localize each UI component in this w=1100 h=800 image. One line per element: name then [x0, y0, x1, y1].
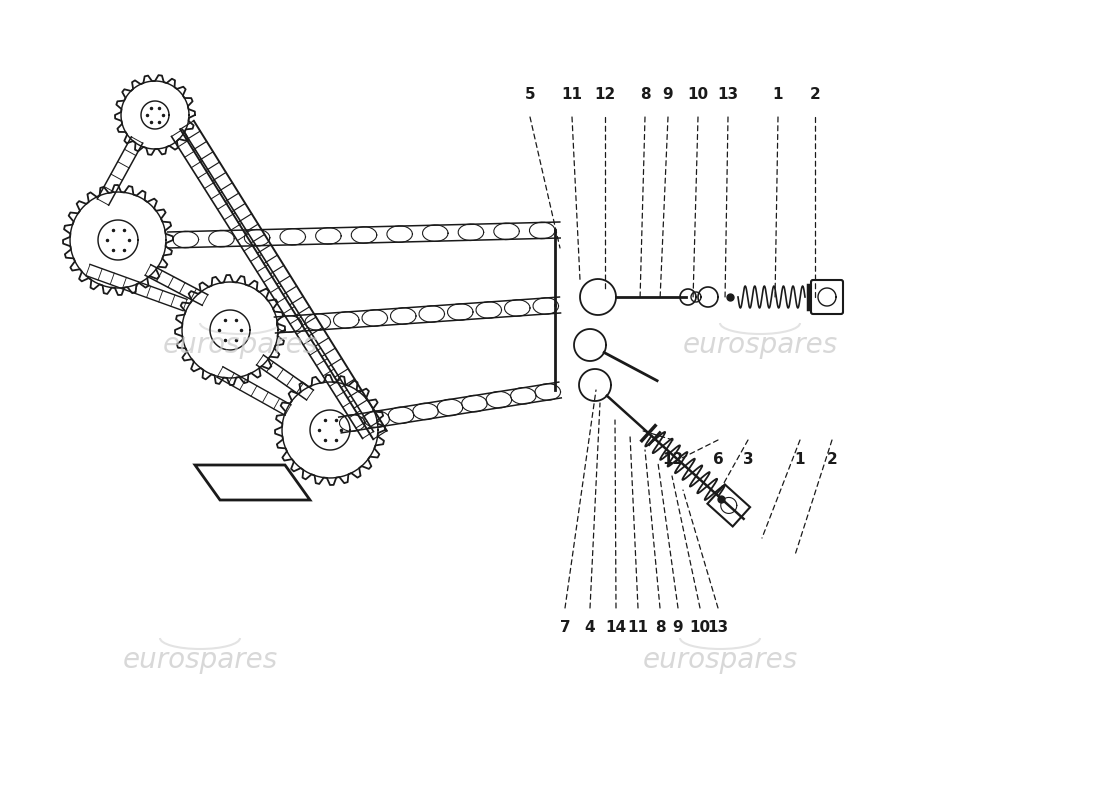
Text: 13: 13: [717, 87, 738, 102]
Text: 9: 9: [662, 87, 673, 102]
Text: 11: 11: [561, 87, 583, 102]
Text: eurospares: eurospares: [122, 646, 277, 674]
Text: 1: 1: [772, 87, 783, 102]
Text: 7: 7: [560, 620, 570, 635]
Text: eurospares: eurospares: [682, 331, 837, 359]
Text: 2: 2: [810, 87, 821, 102]
Text: 5: 5: [525, 87, 536, 102]
Text: 13: 13: [707, 620, 728, 635]
Text: eurospares: eurospares: [163, 331, 318, 359]
Text: 4: 4: [585, 620, 595, 635]
Text: 8: 8: [640, 87, 650, 102]
Text: 3: 3: [742, 452, 754, 467]
Text: 10: 10: [688, 87, 708, 102]
Text: 14: 14: [605, 620, 627, 635]
Text: 10: 10: [690, 620, 711, 635]
Text: 11: 11: [627, 620, 649, 635]
Text: 9: 9: [673, 620, 683, 635]
Text: 8: 8: [654, 620, 666, 635]
Text: 12: 12: [594, 87, 616, 102]
Polygon shape: [195, 465, 310, 500]
Text: 2: 2: [826, 452, 837, 467]
Text: eurospares: eurospares: [642, 646, 798, 674]
Text: 12: 12: [662, 452, 683, 467]
Text: 1: 1: [794, 452, 805, 467]
Text: 6: 6: [713, 452, 724, 467]
